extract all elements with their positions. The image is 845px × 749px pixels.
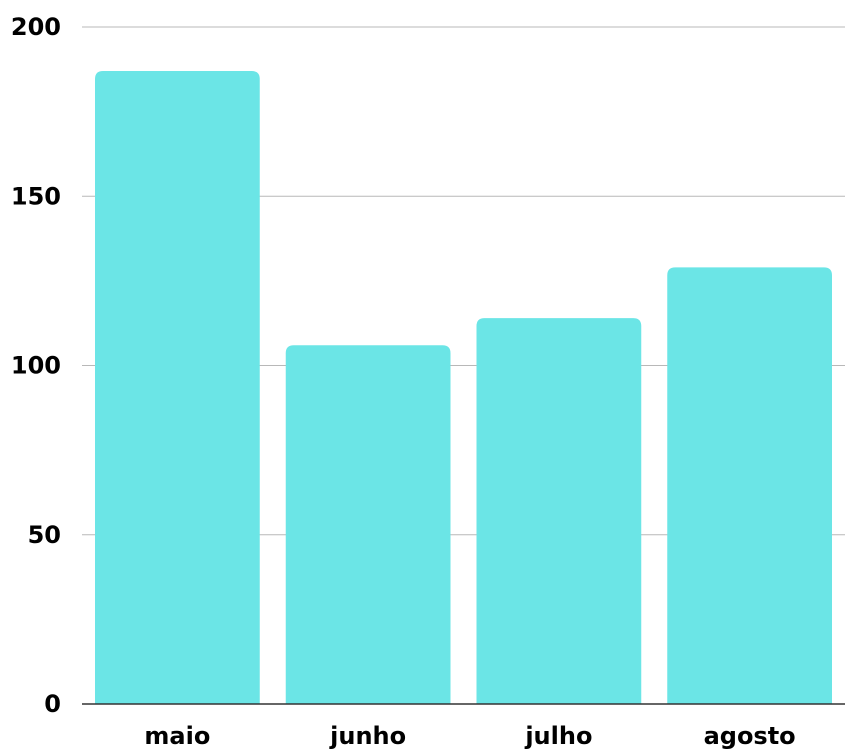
y-tick-label: 0	[44, 690, 61, 718]
bar-julho	[476, 318, 642, 704]
bar-maio	[95, 71, 260, 704]
x-tick-label: julho	[524, 722, 592, 749]
y-tick-label: 50	[28, 521, 61, 549]
bars	[95, 71, 832, 704]
bar-junho	[285, 345, 451, 704]
x-tick-label: junho	[329, 722, 406, 749]
bar-agosto	[667, 267, 832, 704]
x-tick-label: maio	[144, 722, 210, 749]
y-axis-ticks: 0 50 100 150 200	[11, 13, 61, 718]
y-tick-label: 100	[11, 352, 61, 380]
x-tick-label: agosto	[704, 722, 796, 749]
y-tick-label: 200	[11, 13, 61, 41]
y-tick-label: 150	[11, 182, 61, 210]
x-axis-ticks: maio junho julho agosto	[144, 722, 795, 749]
